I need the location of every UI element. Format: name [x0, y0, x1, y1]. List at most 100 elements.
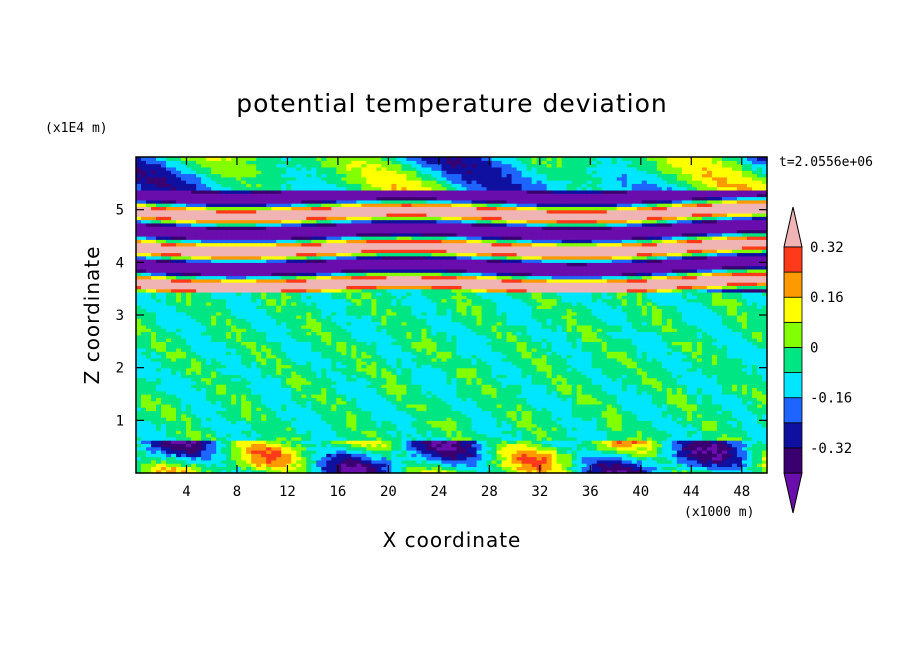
heatmap-cell [676, 443, 683, 448]
heatmap-cell [526, 407, 533, 412]
heatmap-cell [256, 449, 262, 454]
heatmap-cell [301, 449, 307, 454]
heatmap-cell [616, 397, 623, 402]
heatmap-cell [716, 456, 723, 461]
heatmap-cell [451, 387, 458, 392]
heatmap-cell [221, 403, 227, 408]
heatmap-cell [451, 440, 458, 444]
heatmap-cell [446, 377, 453, 382]
heatmap-cell [621, 413, 628, 418]
heatmap-cell [436, 390, 443, 395]
heatmap-cell [136, 400, 142, 405]
heatmap-cell [321, 397, 327, 402]
heatmap-cell [171, 420, 177, 425]
heatmap-cell [256, 413, 262, 418]
heatmap-cell [596, 469, 603, 474]
heatmap-cell [756, 400, 763, 405]
heatmap-cell [531, 459, 538, 464]
heatmap-cell [701, 469, 708, 474]
heatmap-cell [551, 466, 558, 471]
heatmap-cell [346, 403, 352, 408]
heatmap-cell [681, 407, 688, 412]
heatmap-cell [691, 446, 698, 451]
heatmap-cell [746, 430, 753, 435]
heatmap-cell [416, 397, 423, 402]
heatmap-cell [236, 440, 242, 444]
heatmap-cell [191, 426, 197, 431]
heatmap-cell [746, 400, 753, 405]
heatmap-cell [221, 446, 227, 451]
heatmap-cell [181, 453, 187, 458]
heatmap-cell [271, 469, 277, 474]
heatmap-cell [481, 440, 488, 444]
heatmap-cell [761, 377, 768, 382]
heatmap-cell [511, 463, 518, 468]
heatmap-cell [301, 374, 307, 379]
heatmap-cell [356, 453, 362, 458]
heatmap-cell [456, 463, 463, 468]
heatmap-cell [351, 413, 357, 418]
heatmap-cell [436, 426, 443, 431]
heatmap-cell [271, 456, 277, 461]
heatmap-cell [731, 469, 738, 474]
heatmap-cell [316, 397, 322, 402]
heatmap-cell [336, 410, 342, 415]
heatmap-cell [516, 443, 523, 448]
heatmap-cell [341, 436, 347, 441]
heatmap-cell [436, 420, 443, 425]
heatmap-cell [461, 394, 468, 398]
heatmap-cell [556, 446, 563, 451]
heatmap-cell [326, 436, 332, 441]
heatmap-cell [261, 384, 267, 389]
heatmap-cell [436, 410, 443, 415]
heatmap-cell [291, 407, 297, 412]
heatmap-cell [716, 443, 723, 448]
heatmap-cell [756, 446, 763, 451]
heatmap-cell [441, 433, 448, 438]
heatmap-cell [581, 433, 588, 438]
heatmap-cell [261, 469, 267, 474]
heatmap-cell [491, 410, 498, 415]
heatmap-cell [306, 449, 312, 454]
heatmap-cell [146, 377, 152, 382]
heatmap-cell [511, 433, 518, 438]
heatmap-cell [466, 469, 473, 474]
heatmap-cell [606, 420, 613, 425]
heatmap-cell [356, 426, 362, 431]
heatmap-cell [356, 403, 362, 408]
heatmap-cell [411, 374, 418, 379]
heatmap-cell [696, 433, 703, 438]
heatmap-cell [336, 443, 342, 448]
heatmap-cell [331, 433, 337, 438]
heatmap-cell [241, 397, 247, 402]
heatmap-cell [726, 436, 733, 441]
heatmap-cell [466, 374, 473, 379]
heatmap-cell [141, 463, 147, 468]
heatmap-cell [536, 384, 543, 389]
heatmap-cell [426, 436, 433, 441]
heatmap-cell [721, 417, 728, 421]
heatmap-cell [341, 394, 347, 398]
heatmap-cell [431, 397, 438, 402]
heatmap-cell [151, 440, 157, 444]
heatmap-cell [736, 430, 743, 435]
heatmap-cell [236, 449, 242, 454]
heatmap-cell [276, 384, 282, 389]
heatmap-cell [601, 440, 608, 444]
heatmap-cell [266, 377, 272, 382]
heatmap-cell [751, 466, 758, 471]
heatmap-cell [136, 420, 142, 425]
heatmap-cell [371, 413, 377, 418]
heatmap-cell [676, 459, 683, 464]
heatmap-cell [226, 433, 232, 438]
heatmap-cell [541, 410, 548, 415]
heatmap-cell [271, 440, 277, 444]
heatmap-cell [661, 403, 668, 408]
heatmap-cell [236, 400, 242, 405]
heatmap-cell [521, 463, 528, 468]
heatmap-cell [281, 453, 287, 458]
heatmap-cell [166, 403, 172, 408]
heatmap-cell [161, 413, 167, 418]
heatmap-cell [151, 446, 157, 451]
heatmap-cell [201, 466, 207, 471]
